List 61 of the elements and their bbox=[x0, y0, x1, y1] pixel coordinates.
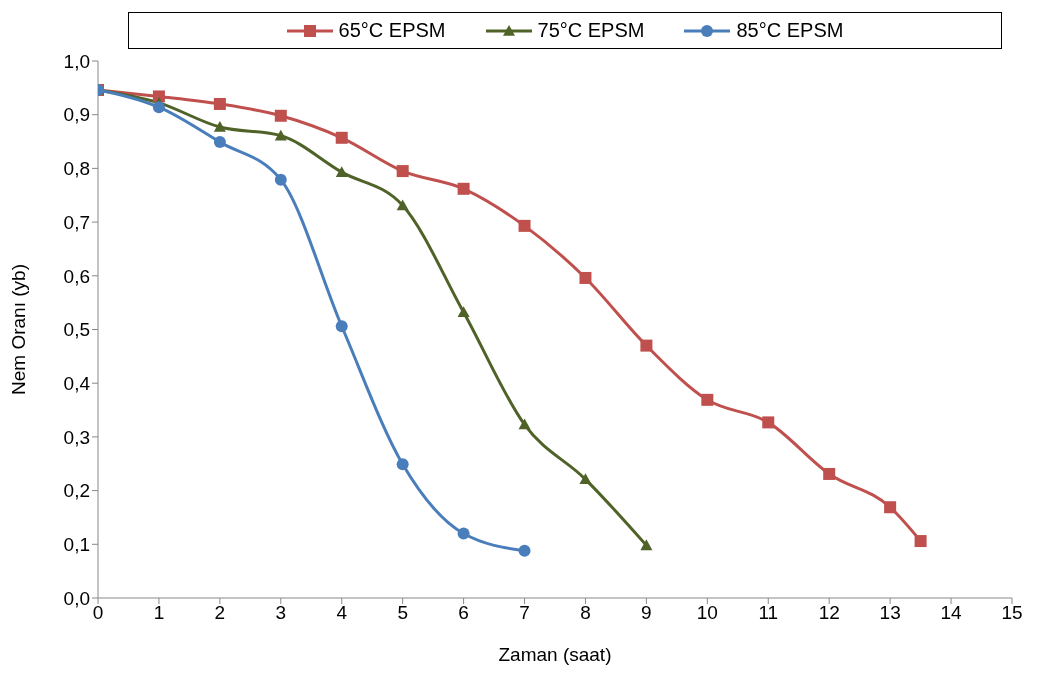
point bbox=[213, 97, 226, 110]
point bbox=[914, 535, 927, 548]
x-tick-label: 9 bbox=[641, 602, 652, 624]
y-tick-label: 0,0 bbox=[63, 587, 90, 609]
legend-label: 65°C EPSM bbox=[338, 19, 446, 42]
x-tick-label: 11 bbox=[758, 602, 779, 624]
point bbox=[823, 467, 836, 480]
x-tick-label: 5 bbox=[397, 602, 408, 624]
x-tick-label: 1 bbox=[153, 602, 165, 624]
point bbox=[762, 416, 775, 429]
x-tick-label: 7 bbox=[519, 602, 530, 624]
x-tick-label: 8 bbox=[580, 602, 591, 624]
point bbox=[640, 339, 653, 352]
point bbox=[274, 109, 287, 122]
y-tick-label: 0,6 bbox=[63, 265, 90, 287]
y-tick-label: 0,1 bbox=[63, 534, 90, 556]
y-tick-label: 0,5 bbox=[63, 319, 90, 341]
point bbox=[518, 219, 531, 232]
point bbox=[396, 165, 409, 178]
point bbox=[274, 129, 287, 141]
x-tick-label: 6 bbox=[458, 602, 469, 624]
x-tick-label: 15 bbox=[1001, 602, 1023, 624]
point bbox=[457, 527, 470, 540]
point bbox=[335, 320, 348, 333]
point bbox=[640, 539, 653, 551]
y-tick-label: 0,2 bbox=[63, 480, 90, 502]
x-tick-label: 0 bbox=[92, 602, 104, 624]
x-tick-label: 3 bbox=[275, 602, 287, 624]
legend-label: 75°C EPSM bbox=[537, 19, 645, 42]
point bbox=[518, 418, 531, 430]
point bbox=[396, 458, 409, 471]
point bbox=[152, 101, 165, 114]
point bbox=[396, 199, 409, 211]
point bbox=[335, 131, 348, 144]
point bbox=[152, 90, 165, 103]
point bbox=[701, 393, 714, 406]
x-axis-title: Zaman (saat) bbox=[498, 644, 612, 666]
point bbox=[518, 544, 531, 557]
point bbox=[457, 182, 470, 195]
point bbox=[884, 501, 897, 514]
x-tick-label: 4 bbox=[336, 602, 348, 624]
y-axis-title: Nem Oranı (yb) bbox=[7, 264, 29, 395]
y-tick-label: 0,7 bbox=[63, 211, 90, 233]
point bbox=[213, 136, 226, 149]
point bbox=[579, 473, 592, 485]
y-tick-label: 0,3 bbox=[63, 426, 90, 448]
point bbox=[457, 306, 470, 318]
y-tick-label: 1,0 bbox=[63, 50, 90, 72]
x-tick-label: 2 bbox=[214, 602, 226, 624]
point bbox=[274, 173, 287, 186]
y-tick-label: 0,9 bbox=[63, 104, 90, 126]
x-tick-label: 13 bbox=[879, 602, 901, 624]
legend-label: 85°C EPSM bbox=[736, 19, 844, 42]
y-tick-label: 0,4 bbox=[63, 372, 91, 394]
point bbox=[579, 271, 592, 284]
x-tick-label: 10 bbox=[696, 602, 718, 624]
point bbox=[335, 166, 348, 177]
point bbox=[213, 121, 226, 132]
x-tick-label: 12 bbox=[818, 602, 840, 624]
y-tick-label: 0,8 bbox=[63, 158, 90, 180]
x-tick-label: 14 bbox=[940, 602, 963, 624]
